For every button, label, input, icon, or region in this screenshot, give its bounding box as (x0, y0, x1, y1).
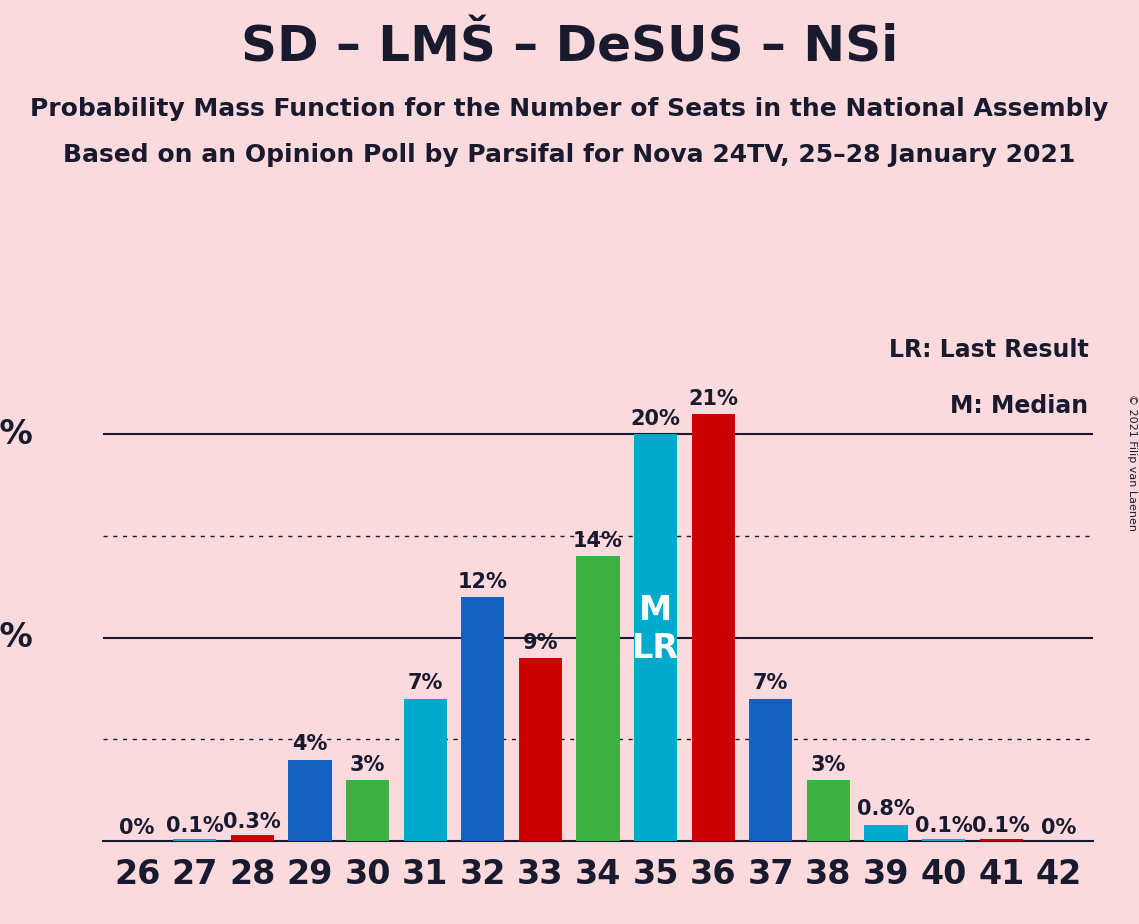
Text: 20%: 20% (631, 409, 680, 429)
Text: 10%: 10% (0, 621, 33, 654)
Text: © 2021 Filip van Laenen: © 2021 Filip van Laenen (1126, 394, 1137, 530)
Text: M: Median: M: Median (950, 394, 1089, 418)
Bar (923, 839, 965, 841)
Text: 12%: 12% (458, 572, 508, 592)
Text: 0.1%: 0.1% (915, 816, 973, 835)
Bar (461, 597, 505, 841)
Text: M
LR: M LR (632, 594, 679, 665)
Text: SD – LMŠ – DeSUS – NSi: SD – LMŠ – DeSUS – NSi (240, 23, 899, 71)
Text: 0.1%: 0.1% (166, 816, 223, 835)
Text: 0.8%: 0.8% (858, 799, 915, 820)
Text: 4%: 4% (293, 735, 328, 754)
Text: 20%: 20% (0, 418, 33, 451)
Bar (173, 839, 216, 841)
Text: 14%: 14% (573, 531, 623, 551)
Text: 0%: 0% (120, 818, 155, 838)
Bar (980, 839, 1023, 841)
Bar (806, 780, 850, 841)
Text: Probability Mass Function for the Number of Seats in the National Assembly: Probability Mass Function for the Number… (31, 97, 1108, 121)
Bar (231, 834, 273, 841)
Bar (634, 434, 678, 841)
Text: 7%: 7% (408, 674, 443, 693)
Bar (576, 556, 620, 841)
Text: 3%: 3% (350, 755, 385, 774)
Text: 0%: 0% (1041, 818, 1076, 838)
Bar (518, 658, 562, 841)
Text: Based on an Opinion Poll by Parsifal for Nova 24TV, 25–28 January 2021: Based on an Opinion Poll by Parsifal for… (64, 143, 1075, 167)
Text: 0.1%: 0.1% (973, 816, 1030, 835)
Text: 0.3%: 0.3% (223, 811, 281, 832)
Bar (403, 699, 446, 841)
Bar (865, 824, 908, 841)
Bar (749, 699, 793, 841)
Text: 3%: 3% (811, 755, 846, 774)
Bar (346, 780, 390, 841)
Text: 9%: 9% (523, 633, 558, 652)
Text: LR: Last Result: LR: Last Result (888, 337, 1089, 361)
Bar (691, 414, 735, 841)
Text: 7%: 7% (753, 674, 788, 693)
Text: 21%: 21% (688, 389, 738, 408)
Bar (288, 760, 331, 841)
